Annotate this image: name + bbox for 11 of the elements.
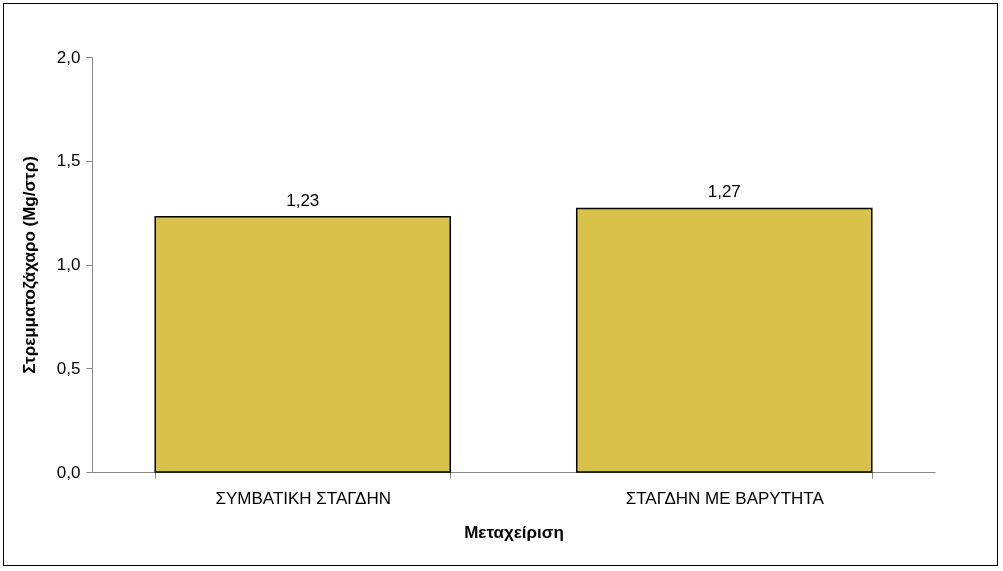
y-tick-label: 0,0: [56, 462, 81, 482]
data-label: 1,23: [286, 190, 320, 210]
x-axis-title: Μεταχείριση: [464, 522, 564, 542]
x-tick-label: ΣΥΜΒΑΤΙΚΗ ΣΤΑΓΔΗΝ: [215, 488, 392, 508]
y-tick-label: 2,0: [56, 47, 81, 67]
y-tick-label: 1,0: [56, 255, 81, 274]
y-tick-label: 0,5: [56, 358, 81, 378]
x-tick-label: ΣΤΑΓΔΗΝ ΜΕ ΒΑΡΥΤΗΤΑ: [625, 488, 825, 508]
data-label: 1,27: [707, 182, 741, 202]
y-axis-title: Στρεμματοζάχαρο (Mg/στρ): [19, 156, 39, 374]
y-tick-label: 1,5: [56, 151, 81, 171]
